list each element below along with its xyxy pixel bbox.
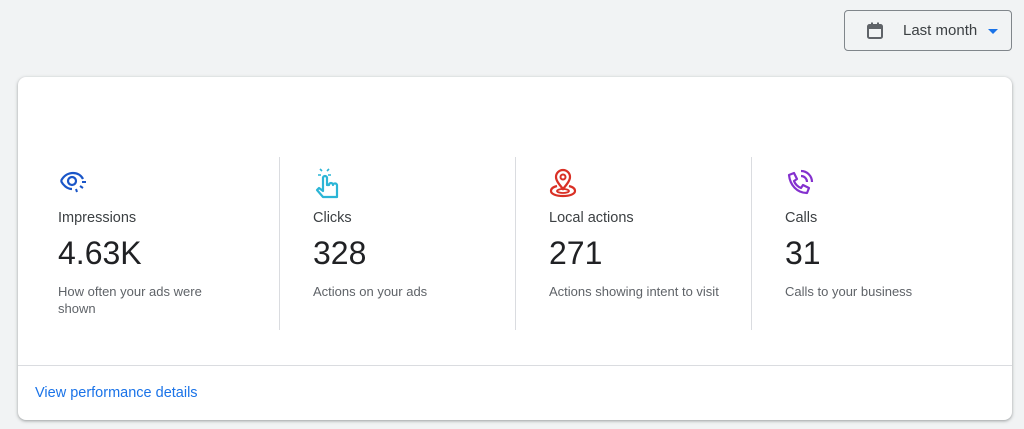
divider bbox=[515, 157, 516, 330]
metric-label: Clicks bbox=[313, 210, 352, 226]
view-performance-details-link[interactable]: View performance details bbox=[35, 385, 198, 401]
metric-calls: Calls 31 Calls to your business bbox=[785, 165, 1021, 335]
metric-local-actions: Local actions 271 Actions showing intent… bbox=[549, 165, 785, 335]
metric-value: 271 bbox=[549, 235, 603, 271]
metric-label: Impressions bbox=[58, 210, 137, 226]
date-range-dropdown[interactable]: Last month bbox=[844, 10, 1012, 51]
date-range-label: Last month bbox=[903, 22, 978, 39]
metric-impressions: Impressions 4.63K How often your ads wer… bbox=[58, 165, 294, 335]
calendar-icon bbox=[867, 22, 883, 39]
metric-value: 328 bbox=[313, 235, 367, 271]
tap-icon bbox=[315, 168, 339, 199]
metric-description: How often your ads were shown bbox=[58, 284, 202, 316]
metric-value: 31 bbox=[785, 235, 821, 271]
divider bbox=[279, 157, 280, 330]
footer-divider bbox=[18, 365, 1012, 366]
phone-call-icon bbox=[787, 169, 814, 195]
divider bbox=[751, 157, 752, 330]
metric-label: Local actions bbox=[549, 210, 634, 226]
metric-description: Calls to your business bbox=[785, 284, 913, 299]
metric-clicks: Clicks 328 Actions on your ads bbox=[313, 165, 549, 335]
caret-down-icon bbox=[988, 29, 998, 34]
metric-value: 4.63K bbox=[58, 235, 142, 271]
metric-label: Calls bbox=[785, 210, 818, 226]
eye-icon bbox=[60, 171, 86, 193]
performance-card: Impressions 4.63K How often your ads wer… bbox=[18, 77, 1012, 420]
metric-description: Actions showing intent to visit bbox=[549, 284, 719, 299]
location-pin-icon bbox=[549, 168, 577, 198]
metric-description: Actions on your ads bbox=[313, 284, 428, 299]
